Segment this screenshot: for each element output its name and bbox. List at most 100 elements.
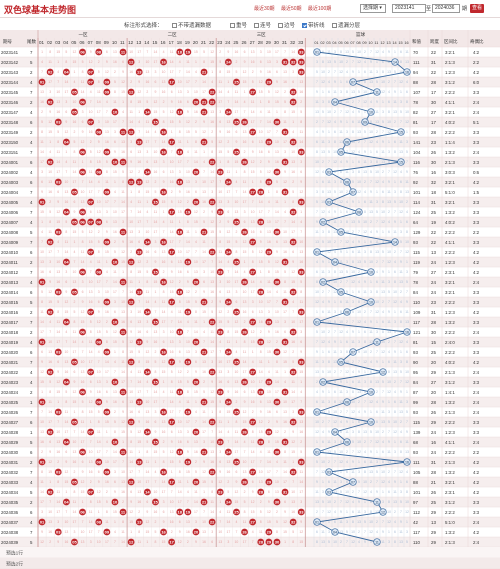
- omission-value: 17: [275, 220, 279, 224]
- option-consecutive[interactable]: 连号: [254, 21, 271, 29]
- omission-value: 4: [227, 430, 229, 434]
- omission-value: 12: [299, 190, 303, 194]
- omission-value: 16: [194, 110, 198, 114]
- omission-value: 17: [210, 350, 214, 354]
- omission-value: 13: [64, 530, 68, 534]
- omission-value: 14: [56, 500, 60, 504]
- blue-omission-value: 11: [351, 470, 355, 474]
- to-period-input[interactable]: 2024036: [432, 4, 460, 13]
- omission-value: 2: [41, 450, 43, 454]
- blue-omission-value: 8: [406, 100, 408, 104]
- red-col-header: 09: [104, 40, 110, 45]
- blue-ball-number: 07: [351, 80, 355, 84]
- red-ball-number: 18: [178, 179, 183, 184]
- blue-omission-value: 2: [340, 410, 342, 414]
- red-col-header: 07: [88, 40, 94, 45]
- blue-ball-number: 06: [345, 310, 349, 314]
- blue-omission-value: 10: [327, 500, 331, 504]
- omission-value: 5: [276, 180, 278, 184]
- blue-omission-value: 8: [394, 410, 396, 414]
- blue-omission-value: 13: [339, 140, 343, 144]
- omission-value: 9: [268, 500, 270, 504]
- blue-omission-value: 5: [358, 220, 360, 224]
- omission-value: 7: [236, 530, 238, 534]
- omission-value: 4: [74, 250, 76, 254]
- zone-ratio-cell: 3:1:2: [445, 80, 455, 85]
- blue-omission-value: 8: [382, 200, 384, 204]
- omission-value: 9: [130, 160, 132, 164]
- red-ball: [265, 248, 273, 256]
- omission-value: 15: [129, 350, 133, 354]
- red-ball-number: 13: [137, 459, 142, 464]
- blue-ball-number: 06: [345, 440, 349, 444]
- option-polyline[interactable]: 带折线: [302, 21, 325, 29]
- omission-value: 15: [56, 50, 60, 54]
- red-ball-number: 18: [178, 389, 183, 394]
- omission-value: 5: [155, 190, 157, 194]
- range-link-100[interactable]: 最近100期: [307, 6, 332, 12]
- period-select[interactable]: 选择期 ▾: [360, 4, 386, 13]
- issue-cell: 2024033: [1, 480, 19, 485]
- omission-value: 14: [186, 240, 190, 244]
- omission-value: 3: [227, 370, 229, 374]
- omission-value: 5: [211, 480, 213, 484]
- red-ball-number: 16: [161, 239, 166, 244]
- option-no-omission[interactable]: 不带遗漏数据: [172, 21, 211, 29]
- option-omission-layer[interactable]: 遗漏分层: [332, 21, 360, 29]
- option-edge[interactable]: 边号: [278, 21, 295, 29]
- blue-omission-value: 13: [399, 150, 403, 154]
- from-period-input[interactable]: 2023141: [392, 4, 426, 13]
- blue-omission-value: 9: [376, 230, 378, 234]
- blue-omission-value: 2: [400, 420, 402, 424]
- blue-col-header: 03: [326, 41, 330, 45]
- range-link-50[interactable]: 最近50期: [280, 6, 302, 12]
- omission-value: 13: [267, 400, 271, 404]
- omission-value: 4: [276, 460, 278, 464]
- red-ball-number: 01: [40, 279, 45, 284]
- red-ball-number: 30: [275, 119, 280, 124]
- omission-value: 9: [57, 200, 59, 204]
- red-ball: [216, 268, 224, 276]
- omission-value: 5: [146, 440, 148, 444]
- blue-omission-value: 13: [393, 370, 397, 374]
- option-repeat[interactable]: 重号: [230, 21, 247, 29]
- omission-value: 5: [65, 50, 67, 54]
- omission-value: 8: [41, 130, 43, 134]
- range-link-30[interactable]: 最近30期: [254, 6, 275, 12]
- blue-omission-value: 7: [352, 320, 354, 324]
- omission-value: 15: [97, 500, 101, 504]
- blue-omission-value: 7: [394, 470, 396, 474]
- omission-value: 15: [243, 250, 247, 254]
- query-button[interactable]: 查看: [470, 4, 484, 13]
- red-ball: [289, 238, 297, 246]
- omission-value: 9: [171, 270, 173, 274]
- omission-value: 13: [299, 420, 303, 424]
- zone-ratio-cell: 2:3:1: [445, 270, 455, 275]
- odd-even-cell: 4:2: [473, 180, 480, 185]
- omission-value: 11: [137, 370, 141, 374]
- omission-value: 2: [260, 500, 262, 504]
- omission-value: 10: [40, 420, 44, 424]
- red-ball-number: 25: [234, 259, 239, 264]
- omission-value: 9: [122, 410, 124, 414]
- omission-value: 4: [203, 330, 205, 334]
- blue-omission-value: 11: [315, 100, 319, 104]
- omission-value: 12: [178, 370, 182, 374]
- omission-value: 13: [186, 180, 190, 184]
- issue-cell: 2024013: [1, 280, 19, 285]
- red-ball-number: 11: [121, 229, 126, 234]
- red-ball-number: 33: [299, 49, 304, 54]
- blue-omission-value: 2: [328, 70, 330, 74]
- blue-omission-value: 11: [315, 230, 319, 234]
- blue-omission-value: 1: [346, 250, 348, 254]
- omission-value: 1: [284, 200, 286, 204]
- red-ball: [208, 248, 216, 256]
- span-cell: 20: [431, 390, 436, 395]
- blue-omission-value: 4: [400, 430, 402, 434]
- red-ball: [224, 58, 232, 66]
- blue-omission-value: 2: [400, 290, 402, 294]
- omission-value: 15: [137, 440, 141, 444]
- red-ball-number: 10: [113, 159, 118, 164]
- red-ball: [127, 88, 135, 96]
- omission-value: 4: [252, 530, 254, 534]
